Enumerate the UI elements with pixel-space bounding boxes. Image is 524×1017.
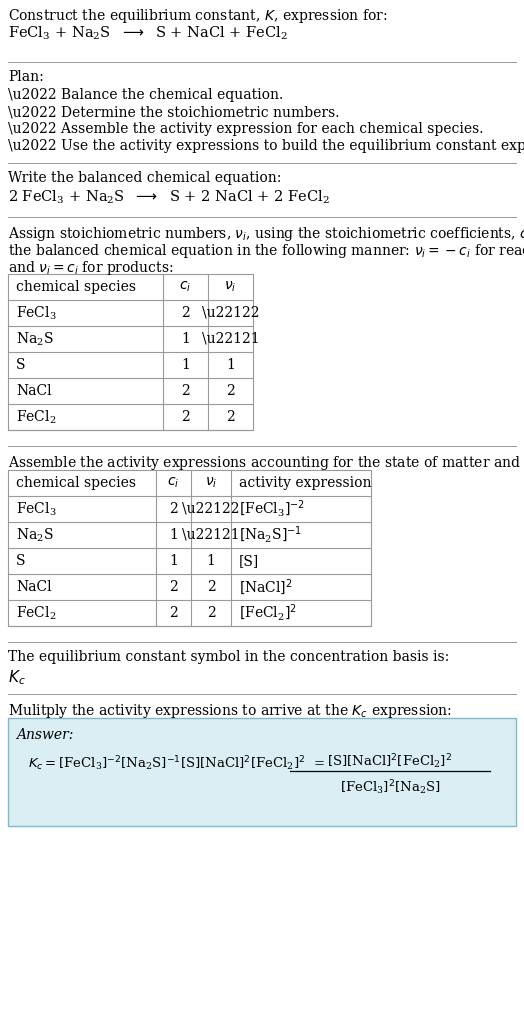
Text: \u22122: \u22122	[182, 502, 240, 516]
Text: activity expression: activity expression	[239, 476, 372, 490]
Text: $\mathregular{FeCl_3}$: $\mathregular{FeCl_3}$	[16, 500, 57, 518]
Text: $[\mathregular{FeCl_3}]^{-2}$: $[\mathregular{FeCl_3}]^{-2}$	[239, 498, 305, 520]
Text: chemical species: chemical species	[16, 280, 136, 294]
Text: $\mathregular{FeCl_3}$ + $\mathregular{Na_2S}$  $\longrightarrow$  S + NaCl + $\: $\mathregular{FeCl_3}$ + $\mathregular{N…	[8, 25, 288, 43]
Text: chemical species: chemical species	[16, 476, 136, 490]
Text: Plan:: Plan:	[8, 70, 43, 84]
Text: 2: 2	[169, 502, 178, 516]
Text: $c_i$: $c_i$	[167, 476, 180, 490]
Text: 1: 1	[206, 554, 215, 569]
Text: 2: 2	[226, 410, 235, 424]
Text: \u22121: \u22121	[202, 332, 259, 346]
Text: S: S	[16, 554, 26, 569]
Text: 1: 1	[169, 528, 178, 542]
Text: 2: 2	[226, 384, 235, 398]
Text: Answer:: Answer:	[16, 728, 73, 742]
Text: $\nu_i$: $\nu_i$	[224, 280, 237, 294]
Text: \u22121: \u22121	[182, 528, 240, 542]
Text: Mulitply the activity expressions to arrive at the $K_c$ expression:: Mulitply the activity expressions to arr…	[8, 702, 452, 720]
Text: S: S	[16, 358, 26, 372]
Text: 2: 2	[181, 410, 190, 424]
Text: $\mathregular{FeCl_3}$: $\mathregular{FeCl_3}$	[16, 304, 57, 321]
Text: $\mathregular{Na_2S}$: $\mathregular{Na_2S}$	[16, 527, 53, 544]
Text: 2: 2	[181, 306, 190, 320]
Text: The equilibrium constant symbol in the concentration basis is:: The equilibrium constant symbol in the c…	[8, 650, 449, 664]
Text: 1: 1	[181, 358, 190, 372]
Text: 2: 2	[206, 606, 215, 620]
Text: NaCl: NaCl	[16, 580, 52, 594]
Text: $\mathregular{FeCl_2}$: $\mathregular{FeCl_2}$	[16, 604, 56, 621]
Text: 2: 2	[169, 606, 178, 620]
Text: $c_i$: $c_i$	[179, 280, 192, 294]
Text: NaCl: NaCl	[16, 384, 52, 398]
Text: $[\mathregular{S}] [\mathregular{NaCl}]^2 [\mathregular{FeCl_2}]^2$: $[\mathregular{S}] [\mathregular{NaCl}]^…	[328, 752, 453, 771]
Text: $\nu_i$: $\nu_i$	[205, 476, 217, 490]
Text: Write the balanced chemical equation:: Write the balanced chemical equation:	[8, 171, 281, 185]
Text: \u2022 Balance the chemical equation.: \u2022 Balance the chemical equation.	[8, 88, 283, 102]
Text: [S]: [S]	[239, 554, 259, 569]
Text: Assemble the activity expressions accounting for the state of matter and $\nu_i$: Assemble the activity expressions accoun…	[8, 454, 524, 472]
Text: \u2022 Use the activity expressions to build the equilibrium constant expression: \u2022 Use the activity expressions to b…	[8, 139, 524, 153]
Text: Construct the equilibrium constant, $K$, expression for:: Construct the equilibrium constant, $K$,…	[8, 7, 388, 25]
Text: 2: 2	[169, 580, 178, 594]
Text: \u2022 Assemble the activity expression for each chemical species.: \u2022 Assemble the activity expression …	[8, 122, 484, 136]
FancyBboxPatch shape	[8, 274, 253, 430]
FancyBboxPatch shape	[8, 718, 516, 826]
Text: $K_c = [\mathregular{FeCl_3}]^{-2} [\mathregular{Na_2S}]^{-1} [\mathregular{S}] : $K_c = [\mathregular{FeCl_3}]^{-2} [\mat…	[28, 754, 325, 773]
Text: and $\nu_i = c_i$ for products:: and $\nu_i = c_i$ for products:	[8, 259, 173, 277]
Text: $\mathregular{Na_2S}$: $\mathregular{Na_2S}$	[16, 331, 53, 348]
Text: 1: 1	[169, 554, 178, 569]
FancyBboxPatch shape	[8, 470, 371, 626]
Text: 2: 2	[181, 384, 190, 398]
Text: $[\mathregular{FeCl_2}]^2$: $[\mathregular{FeCl_2}]^2$	[239, 603, 297, 623]
Text: 1: 1	[181, 332, 190, 346]
Text: $[\mathregular{FeCl_3}]^2 [\mathregular{Na_2S}]$: $[\mathregular{FeCl_3}]^2 [\mathregular{…	[340, 778, 440, 796]
Text: \u22122: \u22122	[202, 306, 259, 320]
Text: 2: 2	[206, 580, 215, 594]
Text: $K_c$: $K_c$	[8, 668, 26, 686]
Text: the balanced chemical equation in the following manner: $\nu_i = -c_i$ for react: the balanced chemical equation in the fo…	[8, 242, 524, 260]
Text: 1: 1	[226, 358, 235, 372]
Text: \u2022 Determine the stoichiometric numbers.: \u2022 Determine the stoichiometric numb…	[8, 105, 340, 119]
Text: $\mathregular{FeCl_2}$: $\mathregular{FeCl_2}$	[16, 408, 56, 426]
Text: $[\mathregular{NaCl}]^2$: $[\mathregular{NaCl}]^2$	[239, 577, 292, 597]
Text: 2 $\mathregular{FeCl_3}$ + $\mathregular{Na_2S}$  $\longrightarrow$  S + 2 NaCl : 2 $\mathregular{FeCl_3}$ + $\mathregular…	[8, 189, 330, 206]
Text: Assign stoichiometric numbers, $\nu_i$, using the stoichiometric coefficients, $: Assign stoichiometric numbers, $\nu_i$, …	[8, 225, 524, 243]
Text: $[\mathregular{Na_2S}]^{-1}$: $[\mathregular{Na_2S}]^{-1}$	[239, 525, 302, 545]
